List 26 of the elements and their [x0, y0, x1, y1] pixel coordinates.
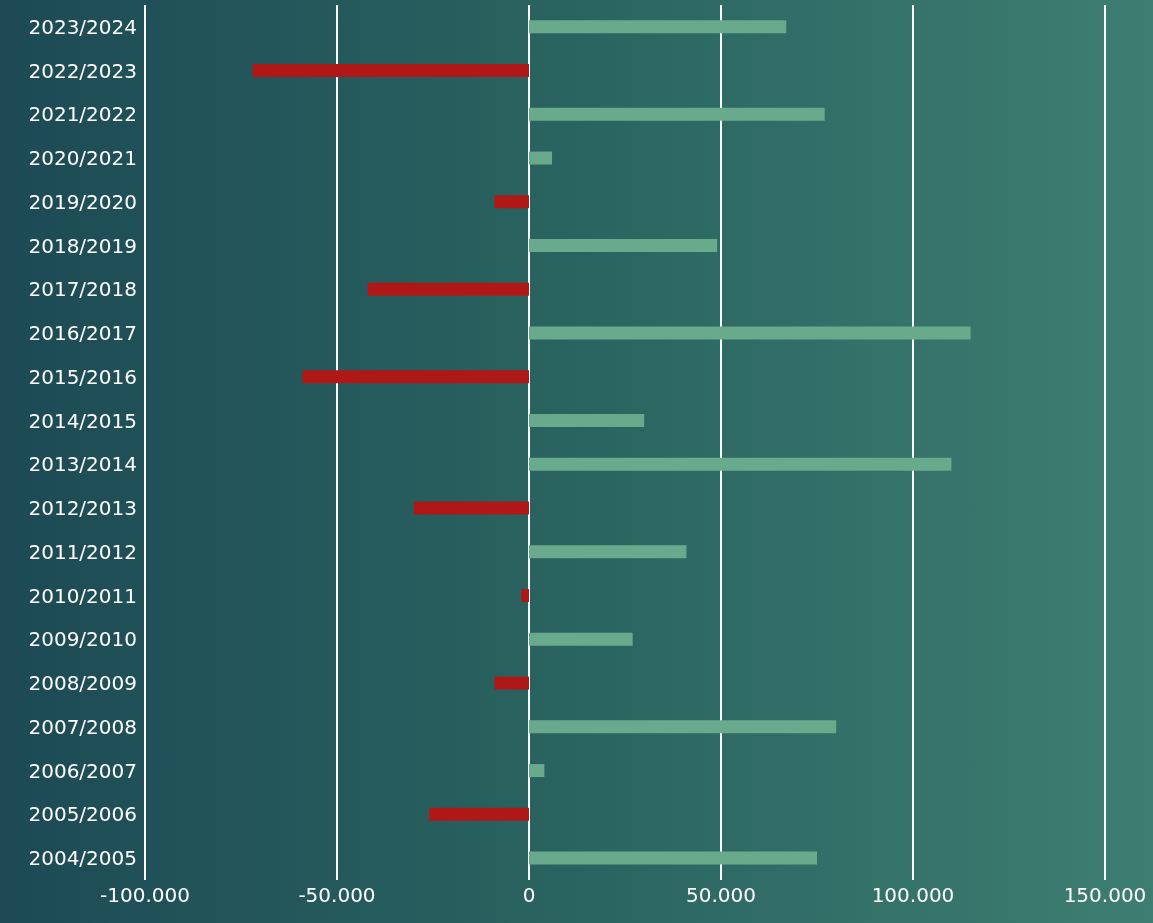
x-tick-label: -50.000 [298, 883, 376, 908]
y-tick-label: 2021/2022 [28, 102, 137, 127]
y-tick-label: 2019/2020 [28, 189, 137, 214]
y-tick-label: 2011/2012 [28, 539, 137, 564]
y-tick-label: 2017/2018 [28, 277, 137, 302]
y-tick-label: 2014/2015 [28, 408, 137, 433]
x-tick-label: 150.000 [1063, 883, 1147, 908]
y-tick-label: 2020/2021 [28, 146, 137, 171]
y-tick-label: 2016/2017 [28, 321, 137, 346]
y-tick-label: 2022/2023 [28, 58, 137, 83]
x-tick-label: 0 [522, 883, 536, 908]
y-tick-label: 2015/2016 [28, 364, 137, 389]
y-tick-label: 2004/2005 [28, 846, 137, 871]
y-tick-label: 2013/2014 [28, 452, 137, 477]
y-tick-label: 2007/2008 [28, 714, 137, 739]
y-tick-label: 2006/2007 [28, 758, 137, 783]
y-tick-label: 2010/2011 [28, 583, 137, 608]
y-tick-label: 2008/2009 [28, 671, 137, 696]
y-tick-label: 2005/2006 [28, 802, 137, 827]
y-tick-label: 2023/2024 [28, 14, 137, 39]
y-tick-label: 2012/2013 [28, 496, 137, 521]
y-tick-label: 2018/2019 [28, 233, 137, 258]
x-tick-label: 100.000 [871, 883, 955, 908]
x-tick-label: -100.000 [100, 883, 190, 908]
x-tick-label: 50.000 [686, 883, 756, 908]
y-tick-label: 2009/2010 [28, 627, 137, 652]
